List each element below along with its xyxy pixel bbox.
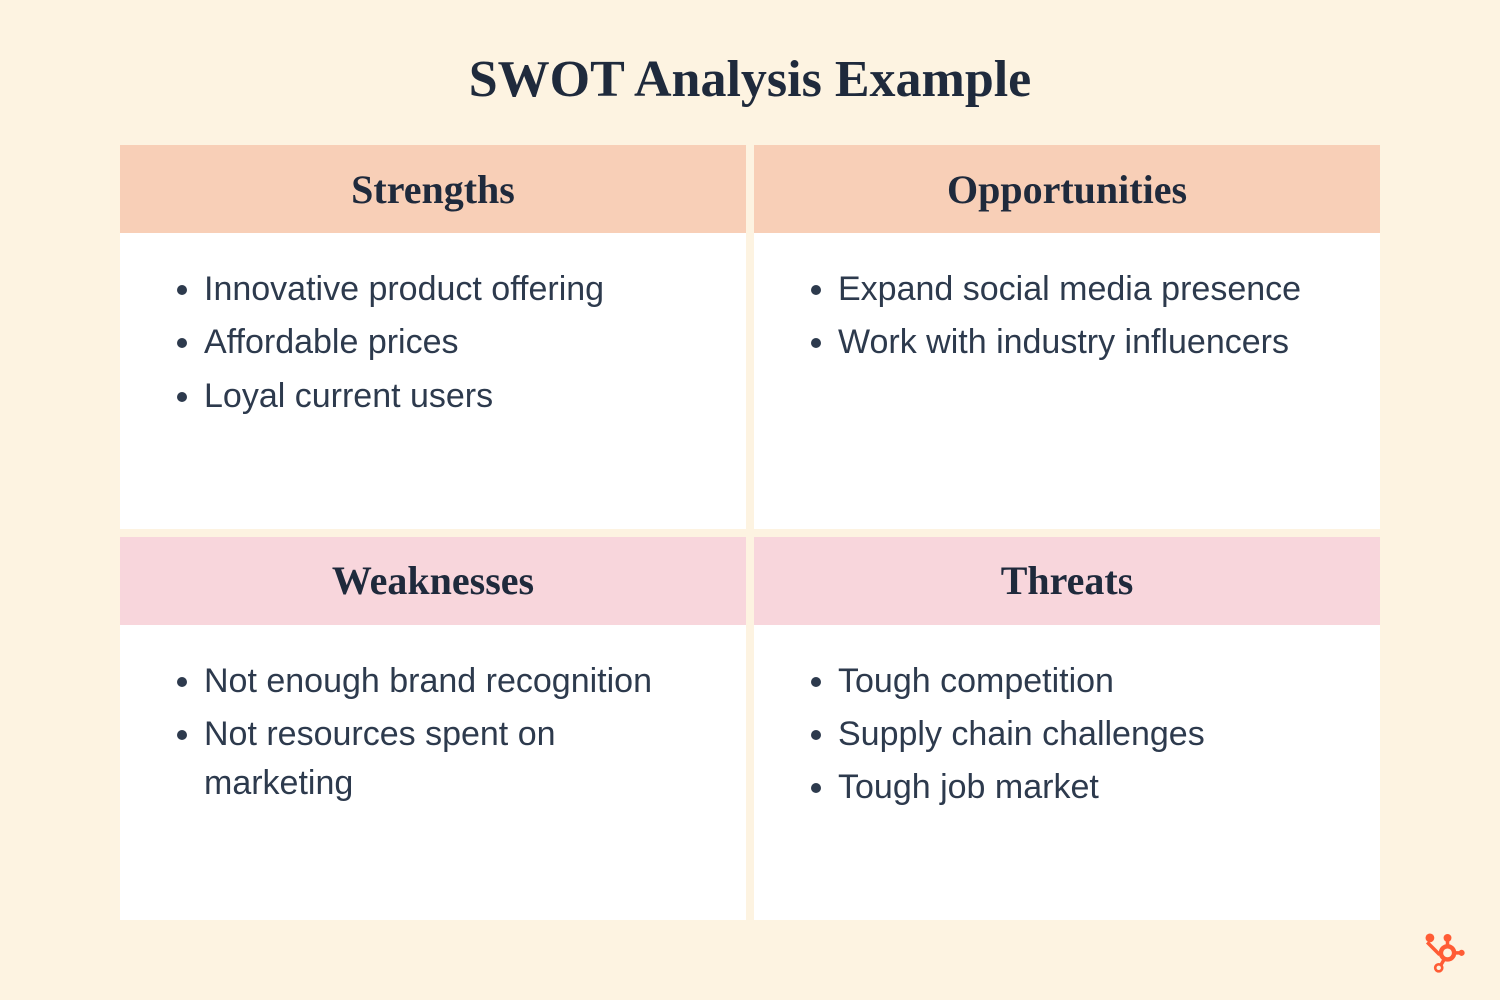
quadrant-header-weaknesses: Weaknesses [120, 537, 746, 625]
opportunities-list: Expand social media presence Work with i… [810, 265, 1340, 368]
list-item: Supply chain challenges [838, 710, 1340, 759]
quadrant-header-opportunities: Opportunities [754, 145, 1380, 233]
swot-canvas: SWOT Analysis Example Strengths Innovati… [0, 0, 1500, 1000]
list-item: Loyal current users [204, 372, 706, 421]
hubspot-logo-icon [1422, 930, 1466, 974]
list-item: Not resources spent on marketing [204, 710, 706, 809]
list-item: Expand social media presence [838, 265, 1340, 314]
list-item: Tough competition [838, 657, 1340, 706]
quadrant-threats: Threats Tough competition Supply chain c… [754, 537, 1380, 921]
list-item: Not enough brand recognition [204, 657, 706, 706]
quadrant-header-threats: Threats [754, 537, 1380, 625]
quadrant-body-strengths: Innovative product offering Affordable p… [120, 233, 746, 529]
list-item: Work with industry influencers [838, 318, 1340, 367]
quadrant-opportunities: Opportunities Expand social media presen… [754, 145, 1380, 529]
list-item: Innovative product offering [204, 265, 706, 314]
quadrant-body-opportunities: Expand social media presence Work with i… [754, 233, 1380, 529]
page-title: SWOT Analysis Example [469, 50, 1032, 109]
list-item: Tough job market [838, 763, 1340, 812]
strengths-list: Innovative product offering Affordable p… [176, 265, 706, 421]
list-item: Affordable prices [204, 318, 706, 367]
quadrant-weaknesses: Weaknesses Not enough brand recognition … [120, 537, 746, 921]
swot-grid: Strengths Innovative product offering Af… [120, 145, 1380, 920]
threats-list: Tough competition Supply chain challenge… [810, 657, 1340, 813]
quadrant-strengths: Strengths Innovative product offering Af… [120, 145, 746, 529]
quadrant-header-strengths: Strengths [120, 145, 746, 233]
quadrant-body-threats: Tough competition Supply chain challenge… [754, 625, 1380, 921]
weaknesses-list: Not enough brand recognition Not resourc… [176, 657, 706, 809]
quadrant-body-weaknesses: Not enough brand recognition Not resourc… [120, 625, 746, 921]
